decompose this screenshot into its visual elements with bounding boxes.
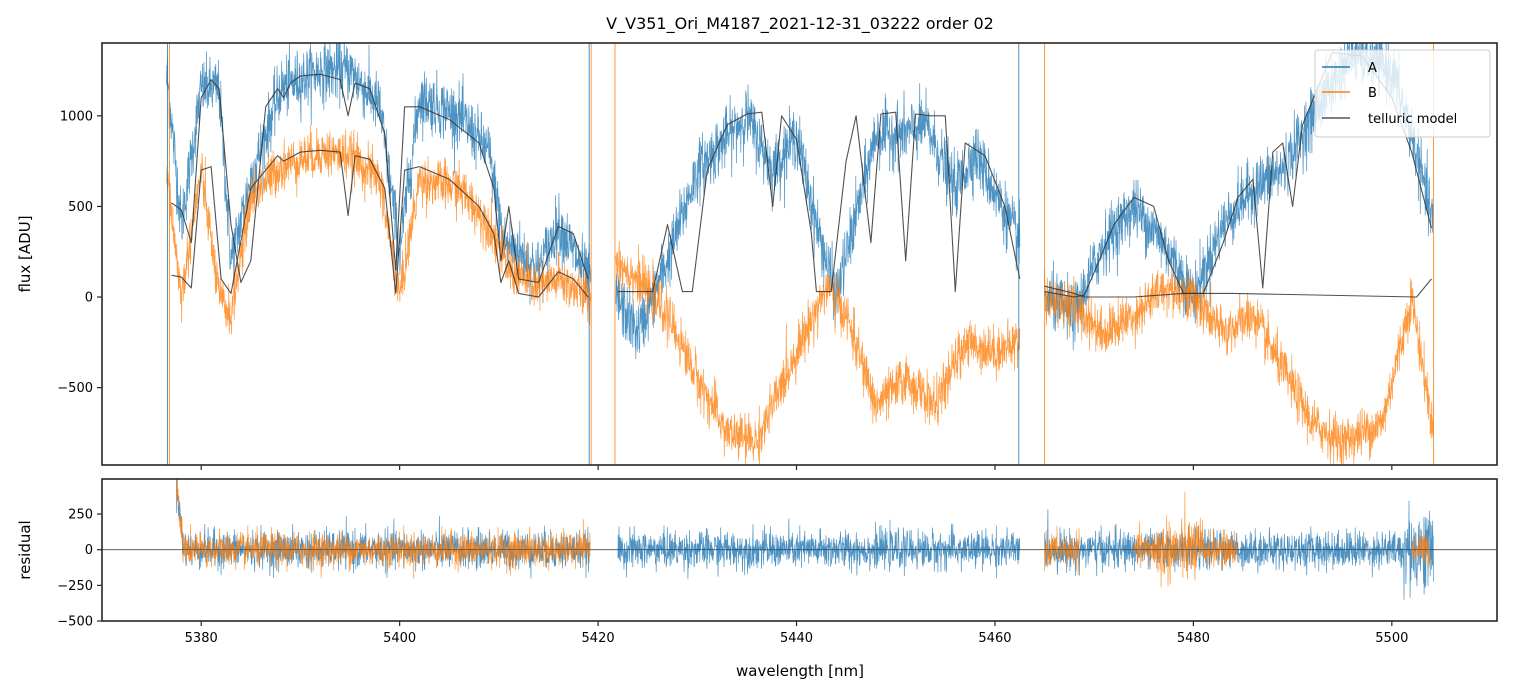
x-tick-label: 5400 bbox=[383, 631, 416, 646]
residual-y-axis-label: residual bbox=[16, 520, 34, 579]
series-b-residual-line bbox=[176, 479, 1430, 588]
series-b-flux-line bbox=[166, 124, 1434, 465]
x-tick-label: 5440 bbox=[780, 631, 813, 646]
residual-plot-area bbox=[102, 479, 1497, 600]
legend: A B telluric model bbox=[1314, 49, 1491, 138]
flux-plot-area bbox=[166, 43, 1435, 465]
legend-label-a: A bbox=[1368, 61, 1377, 76]
legend-box bbox=[1314, 49, 1491, 138]
residual-y-tick-label: 250 bbox=[68, 508, 93, 523]
flux-x-ticks bbox=[200, 465, 1393, 470]
legend-label-telluric: telluric model bbox=[1368, 112, 1457, 127]
x-tick-label: 5380 bbox=[185, 631, 218, 646]
telluric-model-line-1 bbox=[171, 149, 589, 298]
x-tick-label: 5460 bbox=[978, 631, 1011, 646]
flux-y-tick-label: 0 bbox=[85, 291, 93, 306]
legend-label-b: B bbox=[1368, 86, 1377, 101]
series-a-residual-line bbox=[176, 479, 1434, 600]
residual-x-ticks: 5380 5400 5420 5440 5460 5480 5500 bbox=[185, 621, 1408, 646]
flux-y-axis-label: flux [ADU] bbox=[16, 215, 34, 292]
flux-y-ticks: 1000 500 0 −500 bbox=[57, 109, 102, 396]
residual-y-tick-label: 0 bbox=[85, 543, 93, 558]
residual-panel: 250 0 −250 −500 5380 5400 5420 5440 5460 5480 550… bbox=[16, 478, 1498, 680]
telluric-model-line-0 bbox=[171, 73, 589, 284]
x-tick-label: 5500 bbox=[1375, 631, 1408, 646]
telluric-model-line-4 bbox=[1044, 278, 1432, 298]
residual-y-tick-label: −500 bbox=[57, 615, 93, 630]
flux-y-tick-label: 500 bbox=[68, 200, 93, 215]
flux-y-tick-label: −500 bbox=[57, 381, 93, 396]
x-tick-label: 5480 bbox=[1177, 631, 1210, 646]
flux-axes-frame bbox=[101, 42, 1498, 466]
x-axis-label: wavelength [nm] bbox=[736, 662, 864, 680]
series-a-flux-line bbox=[166, 43, 1434, 360]
chart-title: V_V351_Ori_M4187_2021-12-31_03222 order … bbox=[606, 14, 994, 34]
x-tick-label: 5420 bbox=[582, 631, 615, 646]
telluric-model-line-2 bbox=[617, 111, 1021, 293]
flux-y-tick-label: 1000 bbox=[60, 109, 93, 124]
residual-y-tick-label: −250 bbox=[57, 579, 93, 594]
residual-y-ticks: 250 0 −250 −500 bbox=[57, 508, 102, 630]
flux-panel: 1000 500 0 −500 flux [ADU] A B telluric mod… bbox=[16, 42, 1498, 470]
